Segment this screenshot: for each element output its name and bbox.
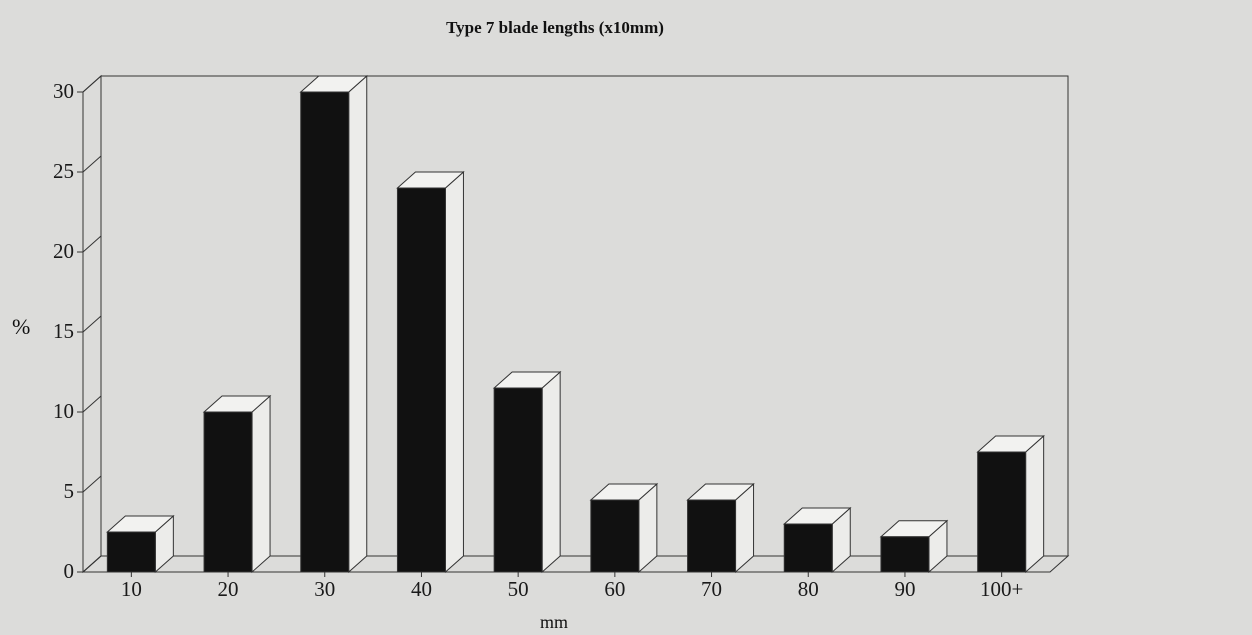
x-tick-label: 60 xyxy=(604,577,625,601)
bar xyxy=(396,187,446,573)
bar xyxy=(783,523,833,573)
y-tick-label: 10 xyxy=(53,399,74,423)
y-tick-label: 0 xyxy=(64,559,75,583)
y-axis-label: % xyxy=(12,314,31,339)
bar xyxy=(300,91,350,573)
x-tick-label: 10 xyxy=(121,577,142,601)
bar xyxy=(687,499,737,573)
bar xyxy=(493,387,543,573)
y-tick-depth xyxy=(82,475,102,493)
bar-side xyxy=(1025,434,1045,574)
y-tick-depth xyxy=(82,395,102,413)
y-tick-depth xyxy=(82,555,102,573)
bar xyxy=(590,499,640,573)
x-tick-label: 20 xyxy=(218,577,239,601)
bar xyxy=(880,536,930,573)
y-tick-label: 20 xyxy=(53,239,74,263)
bar-side xyxy=(444,170,464,574)
bar xyxy=(203,411,253,573)
chart-title: Type 7 blade lengths (x10mm) xyxy=(446,18,664,37)
x-tick-label: 80 xyxy=(798,577,819,601)
y-tick-label: 5 xyxy=(64,479,75,503)
x-tick-label: 100+ xyxy=(980,577,1023,601)
x-tick-label: 30 xyxy=(314,577,335,601)
x-tick-label: 90 xyxy=(894,577,915,601)
y-tick-depth xyxy=(82,235,102,253)
x-tick-label: 50 xyxy=(508,577,529,601)
bar-side xyxy=(348,74,368,574)
y-tick-depth xyxy=(82,155,102,173)
x-axis-label: mm xyxy=(540,612,569,632)
bar xyxy=(977,451,1027,573)
bar xyxy=(106,531,156,573)
y-tick-depth xyxy=(82,75,102,93)
bar-side xyxy=(541,370,561,574)
y-tick-label: 30 xyxy=(53,79,74,103)
y-tick-label: 25 xyxy=(53,159,74,183)
y-tick-depth xyxy=(82,315,102,333)
y-tick-label: 15 xyxy=(53,319,74,343)
bar-side xyxy=(251,394,271,574)
x-tick-label: 70 xyxy=(701,577,722,601)
x-tick-label: 40 xyxy=(411,577,432,601)
